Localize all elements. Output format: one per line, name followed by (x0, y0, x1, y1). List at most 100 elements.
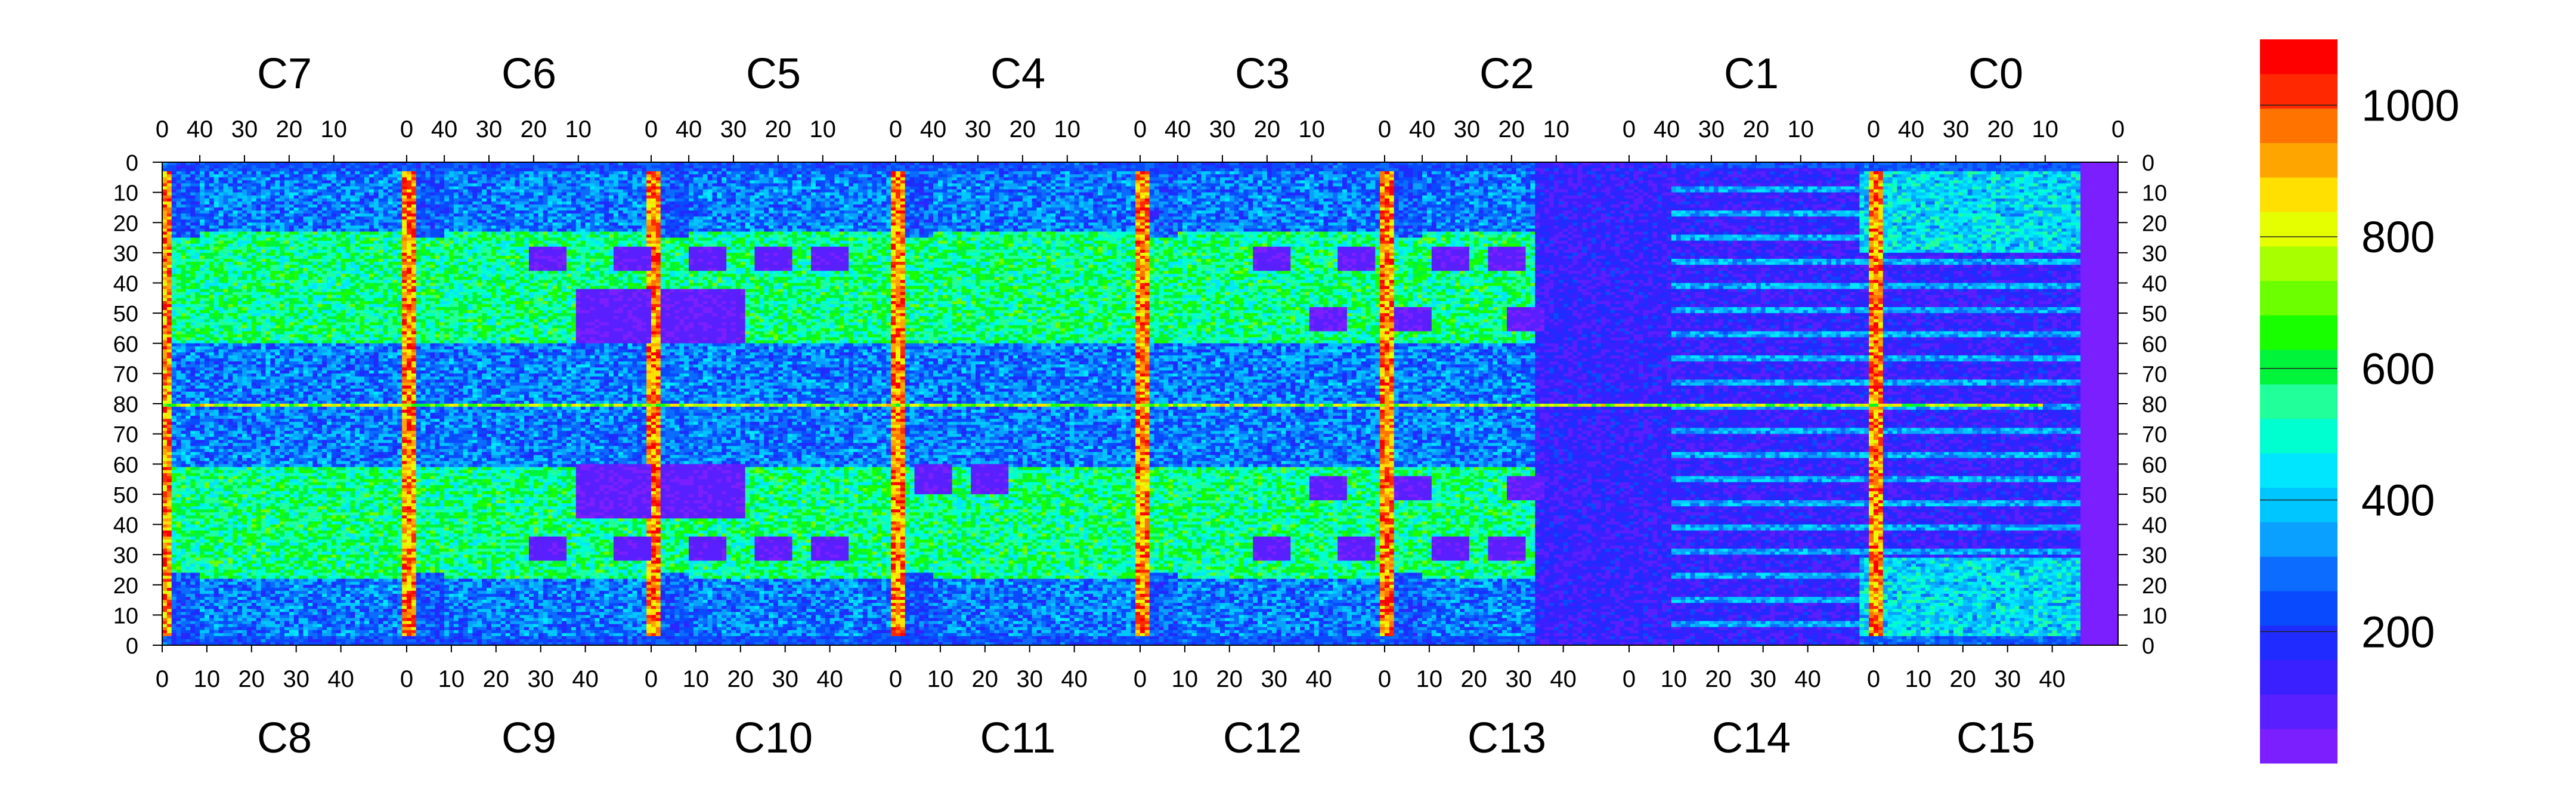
heatmap-cell (1380, 171, 1385, 174)
heatmap-cell (312, 174, 317, 177)
heatmap-cell (1667, 171, 1671, 174)
heatmap-cell (270, 171, 275, 174)
heatmap-cell (642, 171, 646, 174)
heatmap-cell (1756, 171, 1761, 174)
heatmap-cell (1756, 168, 1761, 171)
heatmap-cell (1878, 171, 1883, 174)
heatmap-cell (1277, 165, 1281, 168)
heatmap-cell (1163, 171, 1168, 174)
heatmap-cell (1676, 165, 1681, 168)
heatmap-cell (1083, 168, 1088, 171)
heatmap-cell (1305, 171, 1309, 174)
heatmap-cell (896, 168, 900, 171)
heatmap-cell (1008, 171, 1013, 174)
heatmap-cell (957, 171, 962, 174)
heatmap-cell (1361, 168, 1366, 171)
heatmap-cell (308, 165, 312, 168)
heatmap-cell (1215, 168, 1220, 171)
heatmap-cell (1041, 171, 1046, 174)
heatmap-cell (200, 174, 205, 177)
heatmap-cell (332, 168, 336, 171)
heatmap-cell (985, 171, 990, 174)
heatmap-cell (2066, 171, 2071, 174)
heatmap-cell (1098, 168, 1103, 171)
heatmap-cell (252, 168, 256, 171)
heatmap-cell (783, 168, 788, 171)
heatmap-cell (392, 174, 397, 177)
heatmap-cell (2043, 171, 2048, 174)
heatmap-cell (519, 171, 524, 174)
heatmap-cell (2029, 165, 2033, 168)
heatmap-cell (364, 174, 369, 177)
heatmap-cell (491, 168, 496, 171)
heatmap-cell (628, 168, 633, 171)
heatmap-cell (825, 171, 830, 174)
heatmap-cell (515, 165, 519, 168)
heatmap-cell (1352, 171, 1357, 174)
heatmap-cell (731, 165, 736, 168)
heatmap-cell (599, 174, 604, 177)
heatmap-cell (1897, 165, 1902, 168)
heatmap-cell (689, 165, 693, 168)
heatmap-cell (995, 165, 999, 168)
heatmap-cell (411, 171, 416, 174)
heatmap-cell (317, 165, 322, 168)
heatmap-cell (1671, 168, 1676, 171)
heatmap-cell (1709, 165, 1714, 168)
heatmap-cell (289, 174, 294, 177)
heatmap-cell (670, 174, 675, 177)
heatmap-cell (1742, 168, 1747, 171)
heatmap-cell (294, 171, 299, 174)
heatmap-cell (1981, 168, 1986, 171)
heatmap-cell (886, 171, 891, 174)
heatmap-cell (224, 168, 228, 171)
heatmap-cell (430, 174, 435, 177)
heatmap-cell (233, 171, 237, 174)
heatmap-cell (797, 168, 801, 171)
heatmap-cell (1766, 171, 1770, 174)
heatmap-cell (265, 165, 270, 168)
heatmap-cell (552, 168, 557, 171)
heatmap-cell (586, 171, 590, 174)
heatmap-cell (1751, 171, 1756, 174)
heatmap-cell (332, 165, 336, 168)
heatmap-cell (2010, 171, 2015, 174)
heatmap-cell (952, 168, 957, 171)
heatmap-cell (632, 165, 637, 168)
heatmap-cell (543, 165, 548, 168)
heatmap-cell (416, 168, 421, 171)
heatmap-cell (1629, 165, 1634, 168)
heatmap-cell (280, 168, 284, 171)
heatmap-cell (524, 165, 529, 168)
heatmap-cell (1202, 165, 1206, 168)
heatmap-cell (1648, 168, 1653, 171)
heatmap-cell (1178, 168, 1182, 171)
heatmap-cell (1145, 171, 1150, 174)
heatmap-cell (416, 171, 421, 174)
heatmap-cell (816, 168, 821, 171)
heatmap-cell (745, 171, 750, 174)
heatmap-cell (1874, 165, 1878, 168)
heatmap-cell (1215, 165, 1220, 168)
heatmap-cell (1822, 171, 1826, 174)
heatmap-cell (1601, 165, 1606, 168)
heatmap-cell (637, 171, 642, 174)
heatmap-cell (1935, 171, 1940, 174)
heatmap-cell (853, 165, 858, 168)
heatmap-cell (726, 165, 731, 168)
heatmap-cell (1784, 165, 1789, 168)
heatmap-cell (454, 174, 459, 177)
heatmap-cell (1202, 168, 1206, 171)
heatmap-cell (369, 165, 374, 168)
heatmap-cell (1620, 165, 1624, 168)
heatmap-cell (670, 168, 675, 171)
heatmap-cell (2109, 165, 2113, 168)
heatmap-cell (496, 174, 501, 177)
heatmap-cell (637, 174, 642, 177)
heatmap-cell (214, 168, 219, 171)
heatmap-cell (976, 165, 980, 168)
heatmap-cell (863, 165, 868, 168)
heatmap-cell (2001, 168, 2005, 171)
heatmap-cell (910, 165, 915, 168)
heatmap-cell (1742, 171, 1747, 174)
